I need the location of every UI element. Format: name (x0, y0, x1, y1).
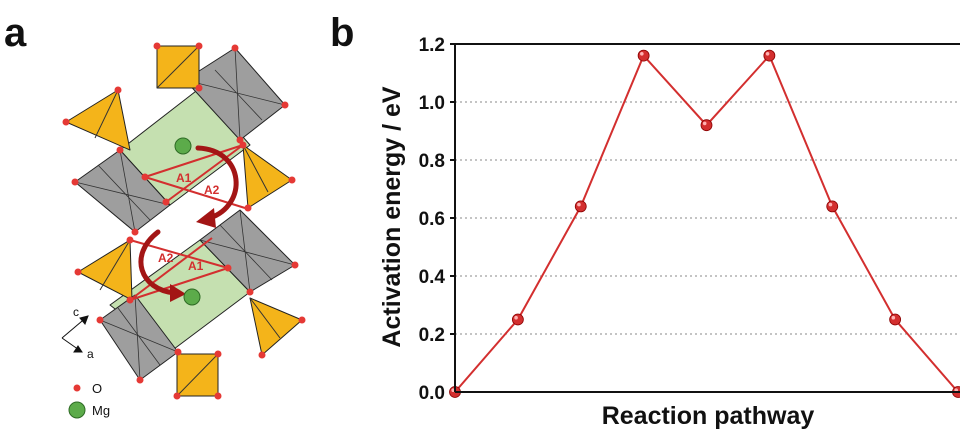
legend-mg-label: Mg (92, 403, 110, 418)
tetrahedron (65, 89, 131, 151)
y-tick-label: 0.0 (419, 383, 445, 404)
arrow-head (170, 284, 186, 302)
y-ticks: 0.0 0.2 0.4 0.6 0.8 1.0 1.2 (419, 35, 455, 404)
series-line (454, 53, 959, 393)
path-label-a2-upper: A2 (204, 183, 220, 197)
data-point-highlight (765, 52, 770, 56)
legend-o-marker (73, 384, 81, 392)
tetrahedron (242, 144, 293, 209)
panel-a: a (4, 11, 306, 419)
arrow-head (196, 208, 216, 228)
data-point (700, 119, 713, 132)
data-point-highlight (640, 52, 644, 56)
x-axis-label: Reaction pathway (602, 402, 815, 430)
octahedron-edges (74, 47, 296, 381)
crystal-axes (61, 315, 89, 353)
data-point-highlight (891, 315, 896, 320)
y-tick-label: 1.2 (419, 35, 445, 56)
oxygen-atoms (62, 42, 306, 400)
legend-o-label: O (92, 381, 102, 396)
y-tick-label: 1.0 (419, 93, 445, 114)
axis-a-label: a (87, 347, 94, 361)
path-label-a1-lower: A1 (188, 259, 204, 273)
crystal-structure (65, 45, 303, 397)
data-point-highlight (702, 121, 707, 126)
structure-legend: O Mg (68, 381, 110, 419)
path-label-a1-upper: A1 (176, 171, 192, 185)
data-point-highlight (577, 202, 581, 207)
data-point-highlight (828, 202, 833, 207)
y-axis-label: Activation energy / eV (378, 86, 406, 348)
mg-ion (174, 137, 192, 155)
data-point (511, 313, 524, 326)
legend-mg-marker (68, 401, 86, 419)
mg-ion (183, 288, 201, 306)
hop-arrows (138, 145, 239, 296)
panel-b: b 0.0 0.2 0.4 0.6 0.8 1.0 1.2 Activation energ… (330, 11, 960, 430)
y-tick-label: 0.8 (419, 151, 445, 172)
y-tick-label: 0.6 (419, 209, 445, 230)
y-tick-label: 0.2 (419, 325, 445, 346)
panel-b-label: b (330, 11, 354, 55)
data-point (763, 49, 776, 62)
gridlines (455, 101, 960, 335)
panel-a-label: a (4, 11, 27, 55)
axis-c-label: c (73, 305, 79, 319)
data-point (826, 200, 839, 213)
data-point-highlight (514, 315, 518, 320)
data-point (574, 200, 587, 213)
y-tick-label: 0.4 (419, 267, 446, 288)
tetrahedron (77, 239, 133, 301)
data-point (637, 49, 650, 62)
tetrahedron (249, 297, 303, 356)
path-label-a2-lower: A2 (158, 251, 174, 265)
data-point (889, 313, 902, 326)
